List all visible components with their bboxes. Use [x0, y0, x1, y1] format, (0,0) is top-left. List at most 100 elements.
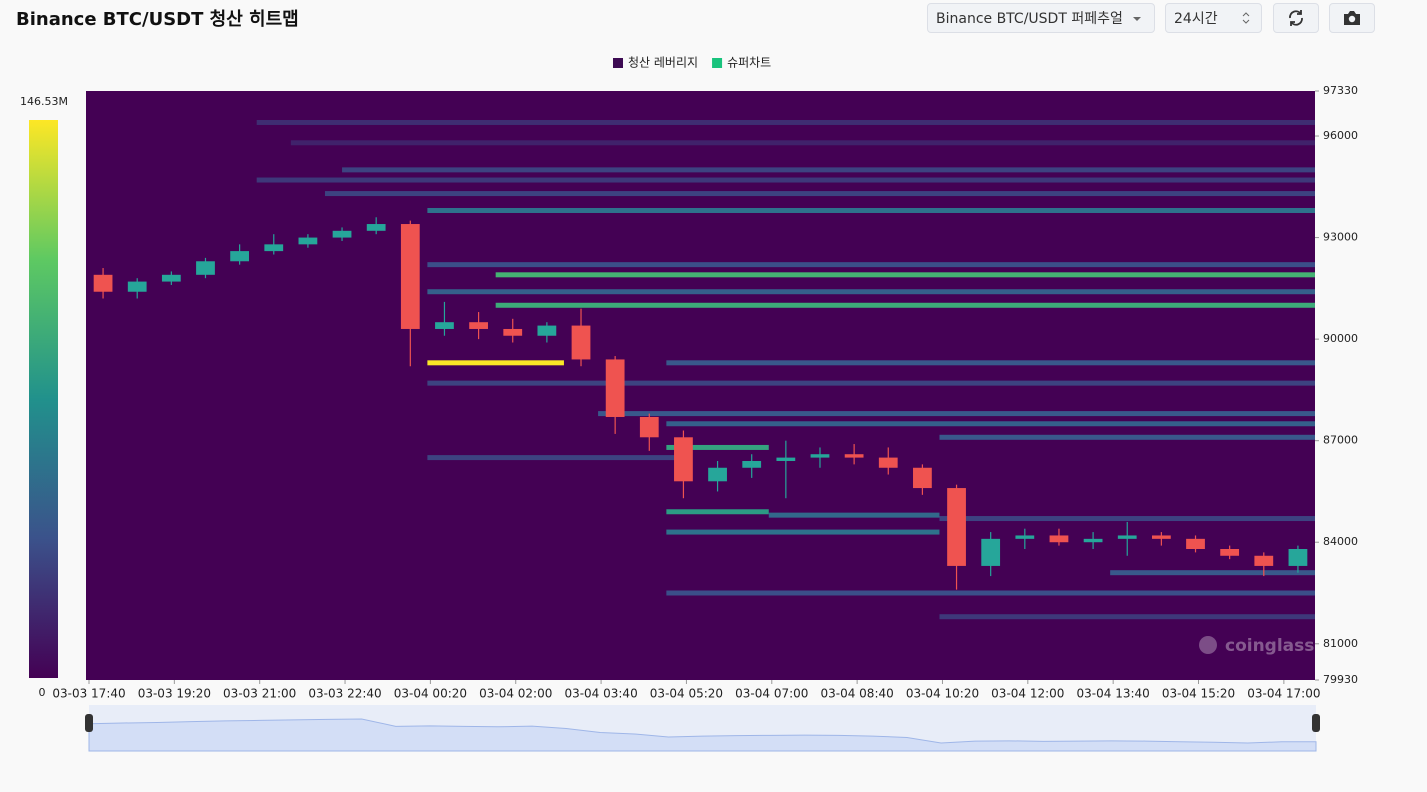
liquidation-level — [427, 380, 1315, 386]
candle-body — [810, 454, 830, 458]
screenshot-button[interactable] — [1329, 3, 1375, 33]
candle-body — [742, 460, 762, 468]
liquidation-level — [598, 411, 1315, 417]
x-tick-label: 03-03 21:00 — [223, 687, 296, 701]
liquidation-level — [666, 444, 769, 450]
colorbar-min: 0 — [39, 686, 46, 699]
candle-body — [1186, 538, 1205, 549]
navigator — [89, 705, 1316, 751]
navigator-area — [88, 718, 1317, 752]
liquidation-level — [427, 262, 1315, 268]
candle-body — [435, 322, 454, 329]
liquidation-level — [256, 119, 1315, 125]
liquidation-level — [1110, 570, 1315, 576]
liquidation-level — [666, 360, 1315, 366]
x-tick-label: 03-03 17:40 — [52, 687, 125, 701]
x-tick-label: 03-04 17:00 — [1247, 687, 1320, 701]
navigator-handle[interactable] — [85, 714, 93, 732]
liquidation-level — [768, 512, 940, 518]
legend-swatch — [613, 58, 623, 68]
candle-body — [1220, 548, 1240, 556]
x-tick-label: 03-04 08:40 — [820, 687, 893, 701]
exchange-label: Binance BTC/USDT 퍼페추얼 — [936, 11, 1123, 27]
candle-body — [1254, 555, 1274, 566]
candle-body — [844, 454, 864, 458]
range-label: 24시간 — [1174, 11, 1218, 27]
exchange-select[interactable]: Binance BTC/USDT 퍼페추얼 — [927, 3, 1155, 33]
legend-swatch — [712, 58, 723, 68]
liquidation-level — [939, 614, 1315, 620]
candle-body — [469, 322, 488, 329]
candle-body — [776, 457, 796, 461]
x-tick-label: 03-04 13:40 — [1077, 687, 1150, 701]
heatmap-background — [86, 91, 1315, 680]
candle-body — [196, 261, 215, 275]
refresh-icon — [1289, 10, 1303, 26]
candle-body — [1049, 535, 1069, 543]
x-tick-label: 03-04 03:40 — [564, 687, 637, 701]
liquidation-level — [290, 140, 1315, 146]
candle-body — [571, 325, 591, 360]
candle-body — [503, 328, 523, 336]
liquidation-level — [427, 207, 1315, 213]
y-tick-label: 79930 — [1323, 673, 1358, 686]
candle-body — [1117, 535, 1137, 539]
liquidation-level — [939, 434, 1315, 440]
candle-body — [127, 281, 147, 292]
liquidation-level — [666, 509, 769, 515]
candle-body — [298, 237, 318, 245]
liquidation-level — [666, 590, 1315, 596]
liquidation-level — [666, 529, 940, 535]
liquidation-level — [427, 289, 1315, 295]
camera-icon — [1344, 11, 1360, 25]
candle-body — [947, 488, 966, 566]
candle-body — [400, 224, 420, 329]
y-tick-label: 84000 — [1323, 535, 1358, 548]
liquidation-level — [427, 455, 684, 461]
x-tick-label: 03-03 22:40 — [308, 687, 381, 701]
x-tick-label: 03-04 10:20 — [906, 687, 979, 701]
candle-body — [913, 467, 932, 489]
watermark: coinglass — [1225, 636, 1314, 656]
candle-body — [230, 251, 250, 262]
candle-body — [332, 230, 352, 238]
page-title: Binance BTC/USDT 청산 히트맵 — [16, 9, 299, 30]
x-tick-label: 03-04 02:00 — [479, 687, 552, 701]
legend-label: 청산 레버리지 — [628, 56, 698, 70]
candle-body — [639, 416, 659, 438]
candle-body — [366, 224, 386, 231]
liquidation-level — [495, 302, 1316, 308]
candle-body — [674, 437, 693, 482]
watermark-logo — [1199, 636, 1217, 654]
x-tick-label: 03-04 07:00 — [735, 687, 808, 701]
candle-body — [1288, 548, 1308, 566]
candle-body — [981, 538, 1001, 566]
y-tick-label: 90000 — [1323, 332, 1358, 345]
liquidation-level — [342, 167, 1316, 173]
x-tick-label: 03-04 15:20 — [1162, 687, 1235, 701]
colorbar-max: 146.53M — [20, 95, 68, 108]
candle-body — [161, 274, 181, 282]
candle-body — [1151, 535, 1171, 539]
colorbar — [29, 120, 58, 678]
range-select[interactable]: 24시간 — [1165, 3, 1262, 33]
refresh-button[interactable] — [1273, 3, 1319, 33]
spinner-icon — [1242, 12, 1250, 24]
candle-body — [708, 467, 727, 482]
liquidation-level — [427, 360, 564, 366]
x-tick-label: 03-04 00:20 — [394, 687, 467, 701]
x-tick-label: 03-03 19:20 — [138, 687, 211, 701]
y-tick-label: 87000 — [1323, 434, 1358, 447]
candle-body — [264, 244, 284, 252]
dropdown-icon — [1133, 17, 1141, 21]
y-tick-label: 96000 — [1323, 129, 1358, 142]
x-tick-label: 03-04 12:00 — [991, 687, 1064, 701]
candle-body — [537, 325, 557, 336]
candle-body — [878, 457, 898, 468]
candle-body — [1083, 538, 1103, 543]
candle-body — [605, 359, 625, 417]
navigator-handle[interactable] — [1312, 714, 1320, 732]
legend-label: 슈퍼차트 — [727, 56, 771, 70]
candle-body — [1015, 535, 1035, 539]
